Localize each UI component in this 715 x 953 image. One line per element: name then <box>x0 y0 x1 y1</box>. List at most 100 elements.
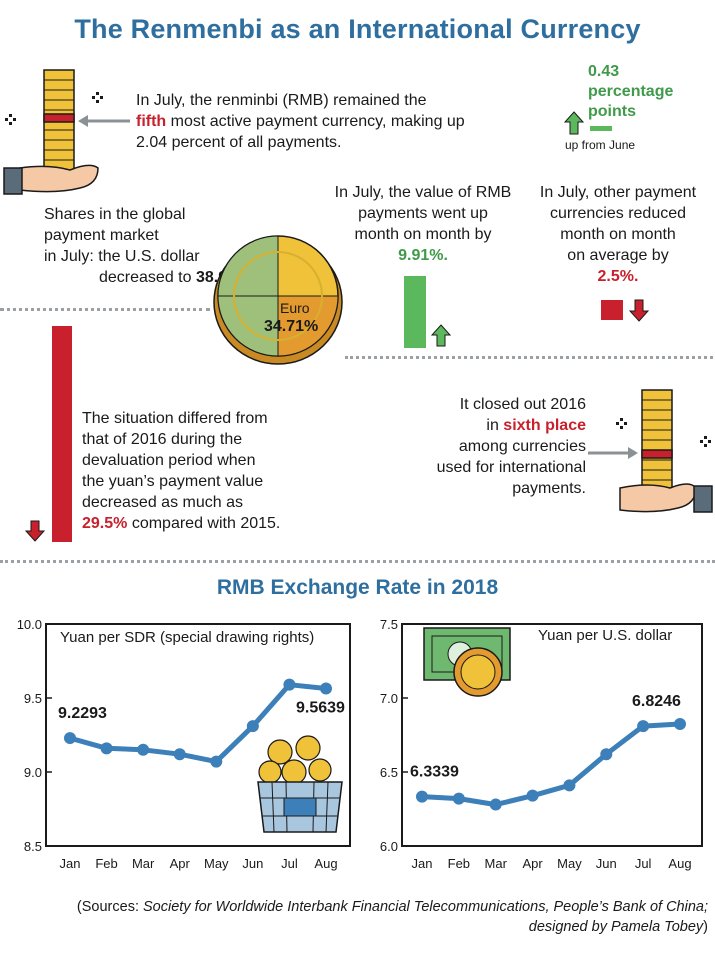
fifth-text-block: In July, the renminbi (RMB) remained the… <box>136 90 526 153</box>
data-point <box>416 790 428 803</box>
sixth-line1: It closed out 2016 <box>459 396 586 413</box>
x-tick-label: Apr <box>522 856 543 871</box>
situation-line3: devaluation period when <box>82 452 256 469</box>
arrow-down-icon <box>24 520 46 542</box>
data-point <box>452 792 465 805</box>
chart-title: Yuan per SDR (special drawing rights) <box>60 629 314 646</box>
page-title: The Renmenbi as an International Currenc… <box>74 14 641 44</box>
data-point <box>674 717 686 730</box>
data-point <box>320 682 332 695</box>
data-label: 9.5639 <box>296 700 345 717</box>
series-line <box>69 682 327 765</box>
fifth-highlight: fifth <box>136 113 167 130</box>
situation-line2: that of 2016 during the <box>82 431 243 448</box>
divider <box>0 308 210 311</box>
sixth-highlight: sixth place <box>503 417 586 434</box>
coin-stack-hand-icon <box>3 69 103 195</box>
change-value-line2: percentage <box>588 83 674 100</box>
section-title: RMB Exchange Rate in 2018 <box>216 576 499 599</box>
source-italic: Society for Worldwide Interbank Financia… <box>143 899 708 915</box>
divider <box>0 560 715 563</box>
shares-line4: decreased to <box>99 269 192 286</box>
fifth-line3: 2.04 percent of all payments. <box>136 134 342 151</box>
data-point <box>210 755 223 768</box>
data-point <box>64 732 76 745</box>
situation-value: 29.5% <box>82 515 128 532</box>
y-tick-label: 10.0 <box>17 617 42 632</box>
x-tick-label: Mar <box>485 856 508 871</box>
data-point <box>489 798 502 811</box>
sixth-line2-pre: in <box>486 417 499 434</box>
change-value-line1: 0.43 <box>588 63 620 80</box>
change-block: 0.43 percentage points <box>588 62 710 122</box>
chart-title: Yuan per U.S. dollar <box>538 627 672 644</box>
rmb-up-line1: In July, the value of RMB <box>334 184 512 201</box>
x-tick-label: Jan <box>60 856 81 871</box>
source-prefix: (Sources: <box>76 899 144 915</box>
situation-line1: The situation differed from <box>82 410 268 427</box>
other-value: 2.5%. <box>597 268 639 285</box>
arrow-up-icon <box>430 324 452 347</box>
y-tick-label: 7.5 <box>380 617 398 632</box>
source-italic2: designed by Pamela Tobey <box>528 919 704 935</box>
coin-stack-hand-icon <box>616 389 713 513</box>
x-tick-label: Feb <box>448 856 470 871</box>
shares-line1: Shares in the global <box>44 206 186 223</box>
other-line1: In July, other payment <box>539 184 697 201</box>
situation-line6: compared with 2015. <box>131 515 281 532</box>
arrow-down-icon <box>628 299 650 322</box>
arrow-left-icon <box>78 115 130 127</box>
change-caption: up from June <box>565 138 636 152</box>
other-text-block: In July, other payment currencies reduce… <box>524 182 712 287</box>
data-point <box>246 720 259 733</box>
x-tick-label: Apr <box>170 856 191 871</box>
data-point <box>173 748 186 761</box>
x-tick-label: May <box>204 856 229 871</box>
coin-basket-icon <box>257 735 343 833</box>
rmb-up-line3: month on month by <box>354 226 492 243</box>
arrow-up-icon <box>564 111 612 135</box>
data-point <box>283 678 296 691</box>
y-tick-label: 9.0 <box>24 765 42 780</box>
x-tick-label: Mar <box>132 856 155 871</box>
y-tick-label: 9.5 <box>24 691 42 706</box>
rmb-up-bar <box>404 276 426 348</box>
x-tick-label: Jun <box>596 856 617 871</box>
divider <box>345 356 713 359</box>
shares-line2: payment market <box>44 227 159 244</box>
data-point <box>600 748 613 761</box>
series-line <box>421 721 681 808</box>
sixth-line5: payments. <box>512 480 586 497</box>
banknote-coin-icon <box>423 627 511 697</box>
sparkle-icon <box>5 92 103 125</box>
other-line4: on average by <box>567 247 669 264</box>
data-point <box>526 789 539 802</box>
devaluation-bar <box>52 326 72 542</box>
sixth-line4: used for international <box>436 459 586 476</box>
data-label: 9.2293 <box>58 705 107 722</box>
other-line2: currencies reduced <box>549 205 687 222</box>
y-tick-label: 6.0 <box>380 839 398 854</box>
data-point <box>100 742 113 755</box>
euro-label: Euro <box>280 300 310 316</box>
coin-pie-icon <box>213 235 343 365</box>
data-point <box>637 720 650 733</box>
y-tick-label: 6.5 <box>380 765 398 780</box>
usd-line-chart: 6.0 6.5 7.0 7.5 Jan Feb Mar Apr May Jun Jul Aug 6.… <box>380 617 703 871</box>
source-note: (Sources: Society for Worldwide Interban… <box>14 897 708 937</box>
x-tick-label: Feb <box>95 856 117 871</box>
sdr-line-chart: 8.5 9.0 9.5 10.0 Jan Feb Mar Apr May Jun Jul Aug 9… <box>17 617 351 871</box>
data-label: 6.3339 <box>410 764 459 781</box>
euro-share-value: 34.71% <box>264 318 319 335</box>
x-tick-label: Jul <box>635 856 652 871</box>
sixth-line3: among currencies <box>458 438 586 455</box>
data-point <box>137 743 150 756</box>
x-tick-label: Aug <box>314 856 337 871</box>
x-tick-label: Jun <box>242 856 263 871</box>
data-label: 6.8246 <box>632 693 681 710</box>
x-tick-label: Jul <box>281 856 298 871</box>
x-tick-label: Aug <box>668 856 691 871</box>
y-tick-label: 7.0 <box>380 691 398 706</box>
situation-line4: the yuan’s payment value <box>82 473 264 490</box>
shares-line3: in July: the U.S. dollar <box>44 248 200 265</box>
